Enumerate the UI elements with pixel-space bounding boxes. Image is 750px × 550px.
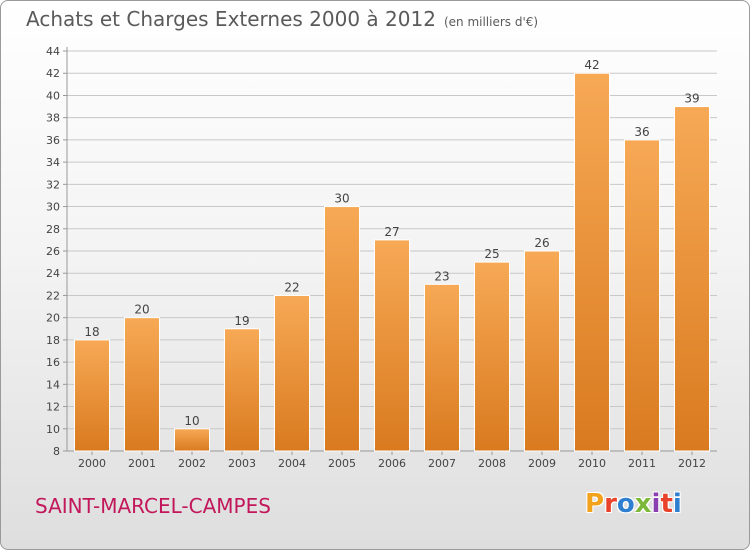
data-label: 26 (534, 236, 549, 250)
y-tick-label: 10 (46, 423, 60, 436)
proxiti-logo[interactable]: Proxiti (585, 489, 682, 519)
y-tick-label: 44 (46, 45, 60, 58)
x-tick-label: 2000 (78, 457, 106, 470)
bar-2010 (574, 72, 610, 452)
y-tick-label: 32 (46, 178, 60, 191)
x-tick-label: 2011 (628, 457, 656, 470)
bar-2003 (224, 328, 260, 452)
logo-letter: r (604, 489, 617, 519)
y-tick-label: 24 (46, 267, 60, 280)
y-tick-label: 30 (46, 201, 60, 214)
data-label: 19 (234, 314, 249, 328)
bar-2001 (124, 317, 160, 452)
y-tick-label: 20 (46, 312, 60, 325)
y-tick-label: 40 (46, 89, 60, 102)
data-label: 27 (384, 225, 399, 239)
chart-unit: (en milliers d'€) (443, 15, 539, 29)
bar-2000 (74, 339, 110, 452)
x-tick-label: 2004 (278, 457, 306, 470)
y-tick-label: 16 (46, 356, 60, 369)
bar-2006 (374, 239, 410, 452)
logo-letter: x (634, 489, 652, 519)
y-tick-label: 38 (46, 112, 60, 125)
data-label: 10 (184, 414, 199, 428)
x-tick-label: 2006 (378, 457, 406, 470)
bar-2004 (274, 294, 310, 452)
x-tick-label: 2007 (428, 457, 456, 470)
bar-2005 (324, 206, 360, 452)
data-label: 22 (284, 280, 299, 294)
title-line: Achats et Charges Externes 2000 à 2012 (e… (26, 7, 538, 31)
y-tick-label: 34 (46, 156, 60, 169)
chart-title: Achats et Charges Externes 2000 à 2012 (26, 7, 436, 31)
bar-2009 (524, 250, 560, 452)
y-tick-label: 26 (46, 245, 60, 258)
data-label: 18 (84, 325, 99, 339)
data-label: 23 (434, 269, 449, 283)
y-tick-label: 36 (46, 134, 60, 147)
data-label: 39 (684, 92, 699, 106)
x-tick-label: 2010 (578, 457, 606, 470)
y-tick-label: 18 (46, 334, 60, 347)
x-tick-label: 2003 (228, 457, 256, 470)
bar-2008 (474, 261, 510, 452)
data-label: 25 (484, 247, 499, 261)
x-tick-label: 2001 (128, 457, 156, 470)
data-label: 20 (134, 303, 149, 317)
bar-2002 (174, 428, 210, 452)
y-tick-label: 42 (46, 67, 60, 80)
logo-letter: P (585, 489, 605, 519)
y-tick-label: 22 (46, 289, 60, 302)
x-tick-label: 2008 (478, 457, 506, 470)
logo-letter: t (660, 489, 673, 519)
y-tick-label: 12 (46, 401, 60, 414)
x-tick-label: 2012 (678, 457, 706, 470)
data-label: 36 (634, 125, 649, 139)
x-tick-label: 2002 (178, 457, 206, 470)
bar-2012 (674, 106, 710, 452)
y-tick-label: 8 (53, 445, 60, 458)
data-label: 30 (334, 192, 349, 206)
logo-letter: o (616, 489, 635, 519)
x-tick-label: 2005 (328, 457, 356, 470)
bar-2011 (624, 139, 660, 452)
y-tick-label: 14 (46, 378, 60, 391)
logo-letter: i (672, 489, 682, 519)
data-label: 42 (584, 58, 599, 72)
data-labels: 18 20 10 19 22 30 27 23 25 26 42 36 39 (84, 58, 699, 428)
y-tick-label: 28 (46, 223, 60, 236)
logo-letter: i (651, 489, 661, 519)
x-tick-label: 2009 (528, 457, 556, 470)
bars (74, 72, 710, 452)
bar-2007 (424, 283, 460, 452)
commune-name: SAINT-MARCEL-CAMPES (35, 494, 271, 518)
